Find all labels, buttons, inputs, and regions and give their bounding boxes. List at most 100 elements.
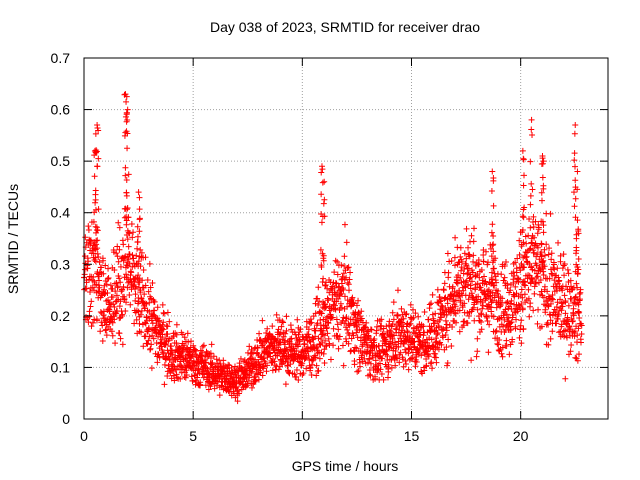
data-point (518, 301, 525, 308)
data-point (578, 330, 585, 337)
data-point (507, 341, 514, 348)
data-point (469, 269, 476, 276)
data-point (135, 189, 142, 196)
data-point (125, 279, 132, 286)
data-point (494, 340, 501, 347)
data-point (557, 252, 564, 259)
data-point (164, 323, 171, 330)
data-point (541, 283, 548, 290)
data-point (548, 270, 555, 277)
data-point (425, 353, 432, 360)
data-point (464, 320, 471, 327)
data-point (400, 315, 407, 322)
data-point (525, 295, 532, 302)
data-point (518, 260, 525, 267)
data-point (305, 326, 312, 333)
data-point (474, 348, 481, 355)
data-point (521, 264, 528, 271)
data-point (574, 168, 581, 175)
data-point (561, 272, 568, 279)
data-point (539, 152, 546, 159)
data-point (418, 352, 425, 359)
data-point (468, 357, 475, 364)
data-point (97, 309, 104, 316)
data-point (92, 223, 99, 230)
data-point (441, 295, 448, 302)
data-point (438, 341, 445, 348)
data-point (289, 351, 296, 358)
data-point (417, 331, 424, 338)
data-point (164, 330, 171, 337)
x-tick-label: 20 (513, 428, 529, 444)
data-point (377, 366, 384, 373)
data-point (347, 320, 354, 327)
data-point (315, 367, 322, 374)
data-point (234, 387, 241, 394)
data-point (103, 332, 110, 339)
data-point (148, 341, 155, 348)
data-point (458, 258, 465, 265)
data-point (343, 315, 350, 322)
data-point (254, 345, 261, 352)
data-point (85, 258, 92, 265)
data-point (373, 323, 380, 330)
data-point (511, 272, 518, 279)
data-point (368, 326, 375, 333)
data-point (519, 229, 526, 236)
data-point (498, 271, 505, 278)
data-point (330, 342, 337, 349)
data-point (431, 320, 438, 327)
data-point (156, 317, 163, 324)
data-point (124, 116, 131, 123)
data-point (426, 301, 433, 308)
data-point (308, 371, 315, 378)
data-point (449, 283, 456, 290)
data-point (494, 290, 501, 297)
data-point (540, 294, 547, 301)
data-point (428, 300, 435, 307)
data-point (545, 321, 552, 328)
data-point (575, 308, 582, 315)
data-point (468, 232, 475, 239)
data-point (321, 178, 328, 185)
data-point (555, 239, 562, 246)
data-point (480, 258, 487, 265)
data-point (85, 319, 92, 326)
data-point (415, 313, 422, 320)
data-point (95, 127, 102, 134)
data-point (92, 246, 99, 253)
data-point (260, 363, 267, 370)
data-point (534, 273, 541, 280)
data-point (465, 244, 472, 251)
data-point (106, 308, 113, 315)
data-point (548, 256, 555, 263)
data-point (413, 353, 420, 360)
data-point (320, 255, 327, 262)
data-point (343, 274, 350, 281)
data-point (269, 323, 276, 330)
data-point (291, 350, 298, 357)
data-point (282, 381, 289, 388)
data-point (93, 241, 100, 248)
data-point (473, 353, 480, 360)
data-point (434, 331, 441, 338)
data-point (504, 299, 511, 306)
data-point (87, 303, 94, 310)
data-point (308, 319, 315, 326)
data-point (573, 261, 580, 268)
data-point (320, 200, 327, 207)
data-point (350, 300, 357, 307)
data-point (570, 305, 577, 312)
x-tick-label: 5 (189, 428, 197, 444)
data-point (315, 335, 322, 342)
data-point (95, 155, 102, 162)
data-point (534, 320, 541, 327)
data-point (575, 325, 582, 332)
data-point (93, 316, 100, 323)
data-point (334, 258, 341, 265)
data-point (346, 276, 353, 283)
data-point (148, 317, 155, 324)
data-point (296, 329, 303, 336)
data-point (527, 300, 534, 307)
data-point (314, 320, 321, 327)
